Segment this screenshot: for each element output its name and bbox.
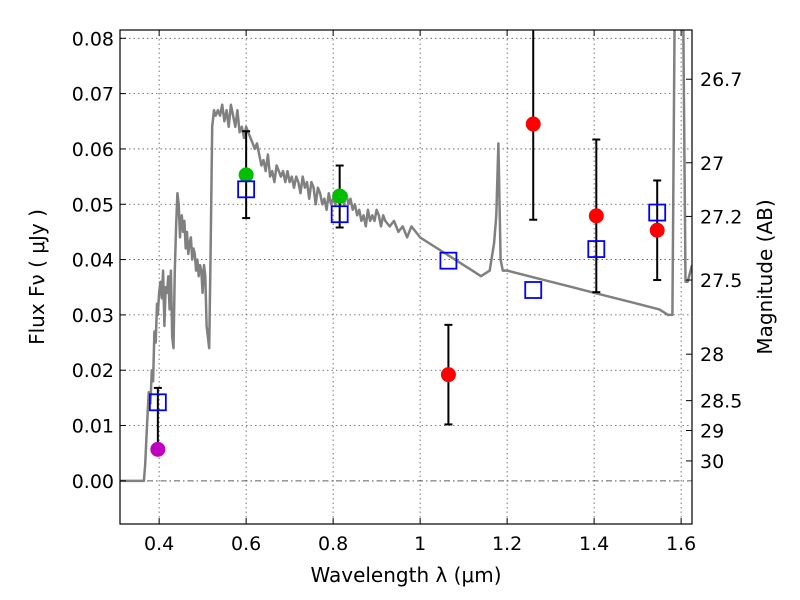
y-tick-label: 0.02	[72, 360, 114, 382]
mag-tick-label: 27.2	[700, 206, 742, 228]
model-photometry-square	[439, 251, 458, 270]
y-tick-label: 0.05	[72, 194, 114, 216]
observed-point	[150, 441, 166, 457]
y-tick-label: 0.07	[72, 84, 114, 106]
y-tick-label: 0.06	[72, 139, 114, 161]
observed-point	[649, 222, 665, 238]
x-tick-label: 0.8	[318, 533, 348, 555]
model-photometry-square	[148, 393, 167, 412]
grid	[120, 30, 692, 524]
model-photometry-square	[237, 180, 256, 199]
mag-tick-label: 28.5	[700, 391, 742, 413]
plot-clip-group	[120, 30, 692, 483]
model-photometry-square	[524, 281, 543, 299]
y-axis-label: Flux Fν ( μJy )	[25, 209, 49, 345]
y-tick-label: 0.08	[72, 28, 114, 50]
observed-point	[332, 188, 348, 204]
mag-tick-label: 30	[700, 451, 724, 473]
mag-tick-label: 27	[700, 153, 724, 175]
mag-tick-label: 28	[700, 344, 724, 366]
y-tick-label: 0.00	[72, 471, 114, 493]
x-tick-label: 0.4	[144, 533, 174, 555]
ticks: 0.4 0.6 0.8 1 1.2 1.4 1.6 0.00 0.01 0.02 0.03 0.04 0…	[72, 28, 743, 555]
y-axis-right-label: Magnitude (AB)	[753, 199, 777, 354]
observed-point	[238, 167, 254, 183]
axes-frame	[119, 29, 693, 525]
y-tick-label: 0.03	[72, 305, 114, 327]
x-tick-label: 0.6	[231, 533, 261, 555]
observed-point	[440, 367, 456, 383]
model-photometry-square	[330, 205, 349, 224]
mag-tick-label: 29	[700, 421, 724, 443]
x-tick-label: 1.2	[492, 533, 522, 555]
x-axis-label: Wavelength λ (μm)	[310, 563, 501, 587]
y-tick-label: 0.04	[72, 250, 114, 272]
plot-area	[120, 30, 692, 483]
model-photometry-square	[648, 203, 667, 222]
mag-tick-label: 26.7	[700, 69, 742, 91]
x-tick-label: 1	[414, 533, 426, 555]
observed-point	[588, 208, 604, 224]
x-tick-label: 1.6	[666, 533, 696, 555]
model-photometry-square	[587, 240, 606, 258]
mag-tick-label: 27.5	[700, 270, 742, 292]
observed-point	[525, 116, 541, 132]
model-spectrum-line	[120, 30, 692, 483]
y-tick-label: 0.01	[72, 416, 114, 438]
x-tick-label: 1.4	[579, 533, 609, 555]
